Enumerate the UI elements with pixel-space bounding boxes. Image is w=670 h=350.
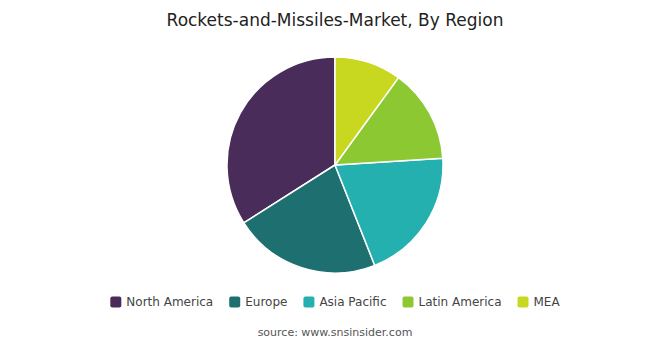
pie-slice bbox=[335, 158, 443, 265]
legend-label: North America bbox=[126, 295, 213, 309]
legend-label: MEA bbox=[534, 295, 561, 309]
source-note: source: www.snsinsider.com bbox=[258, 326, 413, 339]
legend-swatch bbox=[303, 297, 314, 308]
legend-swatch bbox=[110, 297, 121, 308]
chart: Rockets-and-Missiles-Market, By Region No… bbox=[0, 0, 670, 350]
legend-label: Latin America bbox=[419, 295, 502, 309]
legend-swatch bbox=[518, 297, 529, 308]
legend-label: Europe bbox=[245, 295, 287, 309]
legend-swatch bbox=[229, 297, 240, 308]
legend-swatch bbox=[403, 297, 414, 308]
pie bbox=[227, 57, 443, 273]
title: Rockets-and-Missiles-Market, By Region bbox=[167, 10, 504, 30]
legend: North America Europe Asia Pacific Latin Ame… bbox=[110, 295, 560, 309]
legend-label: Asia Pacific bbox=[319, 295, 386, 309]
pie-slice bbox=[335, 57, 398, 165]
